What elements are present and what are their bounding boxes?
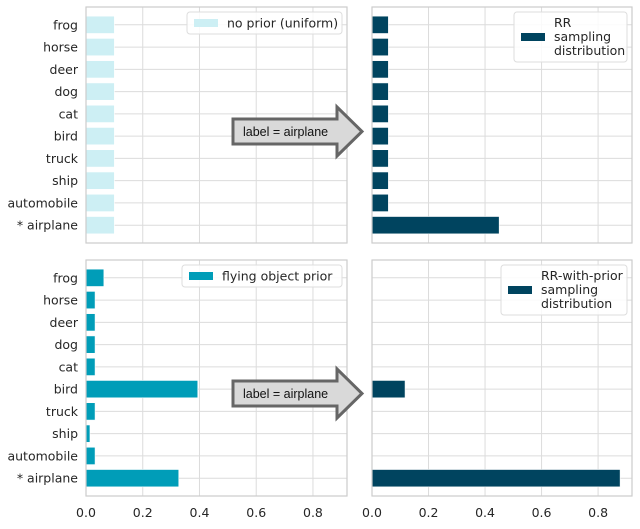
y-tick-label: horse [43,40,78,55]
bar-deer [85,313,96,332]
legend-label: RR-with-prior sampling distribution [541,268,624,311]
bar-airplane [85,216,115,235]
panel-top-left: frog horse deer dog cat bird truck ship automobi… [7,6,348,244]
bar-ship [85,171,115,190]
legend: RR sampling distribution [513,11,628,63]
arrow-bottom-shape [231,365,365,422]
bar-deer [371,60,389,79]
x-tick-label: 0.4 [190,505,210,520]
bar-truck [371,149,389,168]
legend-label: RR sampling distribution [554,15,625,58]
x-tick-label: 0.8 [303,505,323,520]
bar-horse [371,38,389,57]
x-tick-label: 0.2 [419,505,439,520]
bar-deer [85,60,115,79]
bar-cat [85,357,96,376]
bar-dog [85,82,115,101]
bar-automobile [85,193,115,212]
arrow-bottom: label = airplane [231,365,365,422]
legend-label-line: distribution [554,43,625,58]
bar-bird [85,380,199,399]
arrow-bottom-label: label = airplane [243,387,328,401]
bar-ship [371,171,389,190]
bar-horse [85,291,96,310]
x-tick-label: 0.6 [246,505,266,520]
bar-truck [85,402,96,421]
panel-top-right: RR sampling distribution [371,6,633,244]
panel-bottom-right: 0.0 0.2 0.4 0.6 0.8 RR-with-prior sampling dist… [362,259,633,520]
axes-frame [85,259,348,497]
y-tick-label: * airplane [17,471,78,486]
y-tick-label: deer [50,315,79,330]
x-tick-label: 0.0 [76,505,96,520]
bar-bird [371,380,406,399]
y-tick-label: truck [46,151,79,166]
bar-airplane [371,469,621,488]
arrow-top-shape [231,103,365,160]
legend-label-line: flying object prior [222,269,333,284]
bar-bird [371,127,389,146]
x-tick-label: 0.2 [133,505,153,520]
legend: flying object prior [181,264,343,288]
y-tick-label: frog [53,270,78,285]
axes-frame [371,6,633,244]
legend: RR-with-prior sampling distribution [500,264,628,316]
legend-label: flying object prior [222,269,333,284]
legend-label-line: RR-with-prior [541,268,624,283]
y-tick-label: deer [50,62,79,77]
y-tick-label: horse [43,293,78,308]
y-tick-label: ship [52,426,78,441]
bar-bird [85,127,115,146]
bar-cat [85,104,115,123]
arrow-top-label: label = airplane [243,125,328,139]
bar-horse [85,38,115,57]
x-tick-label: 0.0 [362,505,382,520]
bar-frog [85,15,115,34]
legend-swatch [194,19,218,27]
y-tick-label: * airplane [17,218,78,233]
y-tick-label: dog [54,84,78,99]
y-tick-label: cat [59,106,79,121]
legend-swatch [189,272,213,280]
bar-cat [371,104,389,123]
bar-dog [371,82,389,101]
bar-automobile [85,446,96,465]
y-tick-label: truck [46,404,79,419]
legend-label-line: distribution [541,296,612,311]
panel-bottom-left: 0.0 0.2 0.4 0.6 0.8 frog horse deer dog cat bird tr… [7,259,348,520]
x-tick-label: 0.4 [475,505,495,520]
y-tick-label: bird [54,382,78,397]
legend-label-line: sampling [541,282,598,297]
legend-label-line: RR [554,15,572,30]
y-tick-label: frog [53,17,78,32]
legend: no prior (uniform) [186,11,343,35]
y-tick-label: cat [59,359,79,374]
bar-frog [371,15,389,34]
legend-label-line: no prior (uniform) [227,16,338,31]
bar-airplane [85,469,180,488]
legend-label-line: sampling [554,29,611,44]
legend-box [500,264,628,316]
x-tick-label: 0.6 [532,505,552,520]
y-tick-label: automobile [7,448,78,463]
legend-label: no prior (uniform) [227,16,338,31]
legend-box [513,11,628,63]
bar-automobile [371,193,389,212]
bar-airplane [371,216,500,235]
y-tick-label: ship [52,173,78,188]
legend-swatch [508,286,532,294]
arrow-top: label = airplane [231,103,365,160]
y-tick-label: automobile [7,195,78,210]
bar-frog [85,268,105,287]
axes-frame [371,259,633,497]
y-tick-label: bird [54,129,78,144]
bar-dog [85,335,96,354]
bar-truck [85,149,115,168]
legend-swatch [521,33,545,41]
legend-box [181,264,343,288]
legend-box [186,11,343,35]
y-tick-label: dog [54,337,78,352]
x-tick-label: 0.8 [588,505,608,520]
